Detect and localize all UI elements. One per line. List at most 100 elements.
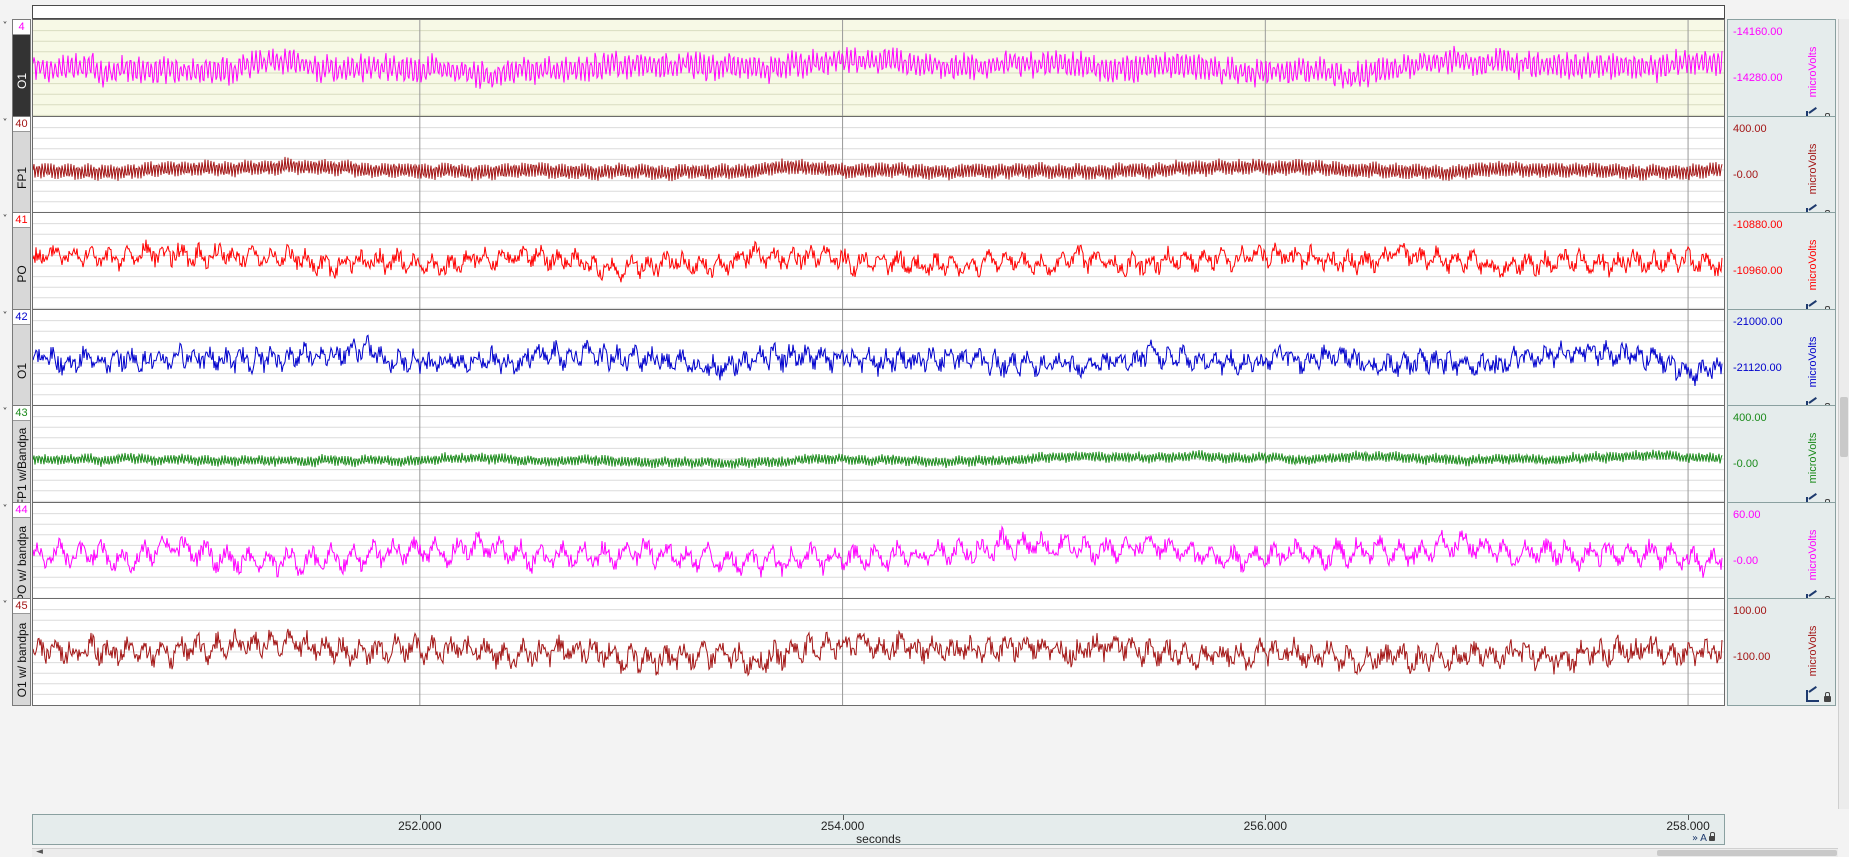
channel-number: 42 (13, 310, 30, 325)
collapse-chevron-icon[interactable]: ˅ (2, 118, 8, 129)
scale-bottom-value[interactable]: -21120.00 (1733, 362, 1782, 374)
scale-top-value[interactable]: -14160.00 (1733, 26, 1783, 38)
channel-plot[interactable] (32, 405, 1725, 513)
channel-number: 40 (13, 117, 30, 132)
channel-label[interactable]: 42 O1 (12, 309, 31, 417)
channel-label[interactable]: 43 FP1 w/Bandpa (12, 405, 31, 513)
time-tick-mark (419, 815, 421, 820)
channel-name: O1 w/ bandpa (14, 622, 29, 697)
channel-row: ˅ 40 FP1 400.00 -0.00 microVolts (0, 116, 1849, 224)
channel-plot[interactable] (32, 598, 1725, 706)
channel-number: 41 (13, 213, 30, 228)
channel-scale: 400.00 -0.00 microVolts (1727, 116, 1836, 224)
time-tick-mark (1688, 815, 1690, 820)
channel-row: ˅ 42 O1 -21000.00 -21120.00 microVolts (0, 309, 1849, 417)
waveform-trace (33, 334, 1723, 386)
scale-bottom-value[interactable]: -14280.00 (1733, 72, 1783, 84)
channel-number: 4 (13, 20, 30, 35)
channel-number: 43 (13, 406, 30, 421)
time-axis[interactable]: seconds 252.000 254.000 256.000 258.000 (32, 814, 1725, 846)
channel-number: 44 (13, 503, 30, 518)
fast-forward-icon[interactable]: » (1692, 832, 1699, 844)
channel-scale: -21000.00 -21120.00 microVolts (1727, 309, 1836, 417)
scale-bottom-value[interactable]: -100.00 (1733, 651, 1771, 663)
channel-plot[interactable] (32, 502, 1725, 610)
time-tick-label: 256.000 (1243, 819, 1288, 833)
scale-top-value[interactable]: -10880.00 (1733, 219, 1783, 231)
collapse-chevron-icon[interactable]: ˅ (2, 21, 8, 32)
autoscale-all-label[interactable]: A (1700, 832, 1707, 844)
scale-units-label: microVolts (1807, 239, 1819, 291)
channel-name: PO w/ bandpa (14, 525, 29, 602)
channel-name: FP1 w/Bandpa (14, 427, 29, 506)
channel-label[interactable]: 41 PO (12, 212, 31, 320)
channel-scale: -14160.00 -14280.00 microVolts (1727, 19, 1836, 127)
waveform-trace (33, 239, 1723, 283)
channel-plot[interactable] (32, 116, 1725, 224)
channel-label[interactable]: 44 PO w/ bandpa (12, 502, 31, 610)
channel-row: ˅ 4 O1 -14160.00 -14280.00 microVolts (0, 19, 1849, 127)
axis-lock-icon[interactable] (1708, 831, 1715, 841)
scale-top-value[interactable]: 400.00 (1733, 412, 1767, 424)
time-tick-mark (842, 815, 844, 820)
channel-name: O1 (14, 362, 29, 379)
waveform-canvas (33, 503, 1724, 609)
collapse-chevron-icon[interactable]: ˅ (2, 407, 8, 418)
waveform-canvas (33, 213, 1724, 319)
vertical-scrollbar[interactable] (1838, 19, 1849, 809)
scale-bottom-value[interactable]: -10960.00 (1733, 265, 1783, 277)
channel-scale: 400.00 -0.00 microVolts (1727, 405, 1836, 513)
channel-plot[interactable] (32, 212, 1725, 320)
waveform-canvas (33, 20, 1724, 126)
overview-strip[interactable] (32, 5, 1725, 19)
channel-row: ˅ 45 O1 w/ bandpa 100.00 -100.00 microVo… (0, 598, 1849, 706)
channel-plot[interactable] (32, 309, 1725, 417)
collapse-chevron-icon[interactable]: ˅ (2, 214, 8, 225)
horizontal-scroll-thumb[interactable] (1657, 850, 1837, 856)
channel-label[interactable]: 4 O1 (12, 19, 31, 127)
collapse-chevron-icon[interactable]: ˅ (2, 600, 8, 611)
waveform-trace (33, 628, 1723, 677)
vertical-scroll-thumb[interactable] (1840, 397, 1848, 457)
scale-top-value[interactable]: -21000.00 (1733, 316, 1783, 328)
waveform-canvas (33, 117, 1724, 223)
channel-name: O1 (14, 72, 29, 89)
waveform-trace (33, 45, 1723, 89)
axis-corner-controls[interactable]: » A (1692, 831, 1726, 844)
channel-row: ˅ 43 FP1 w/Bandpa 400.00 -0.00 microVolt… (0, 405, 1849, 513)
lock-icon[interactable] (1824, 692, 1831, 702)
time-tick-mark (1265, 815, 1267, 820)
collapse-chevron-icon[interactable]: ˅ (2, 311, 8, 322)
scale-bottom-value[interactable]: -0.00 (1733, 555, 1759, 567)
collapse-chevron-icon[interactable]: ˅ (2, 504, 8, 515)
waveform-trace (33, 449, 1723, 469)
channel-label[interactable]: 45 O1 w/ bandpa (12, 598, 31, 706)
scale-top-value[interactable]: 400.00 (1733, 123, 1767, 135)
channel-scale: -10880.00 -10960.00 microVolts (1727, 212, 1836, 320)
scale-units-label: microVolts (1807, 625, 1819, 677)
scale-units-label: microVolts (1807, 46, 1819, 98)
autoscale-icon[interactable] (1806, 690, 1819, 702)
scale-units-label: microVolts (1807, 432, 1819, 484)
channel-row: ˅ 41 PO -10880.00 -10960.00 microVolts (0, 212, 1849, 320)
scroll-left-icon[interactable]: ◄ (36, 847, 43, 857)
channel-name: FP1 (14, 166, 29, 189)
waveform-trace (33, 156, 1723, 182)
channel-name: PO (14, 264, 29, 283)
horizontal-scrollbar[interactable] (32, 848, 1838, 857)
waveform-canvas (33, 310, 1724, 416)
time-tick-label: 252.000 (398, 819, 442, 833)
scale-units-label: microVolts (1807, 336, 1819, 388)
time-tick-label: 258.000 (1666, 819, 1710, 833)
scale-units-label: microVolts (1807, 529, 1819, 581)
channel-label[interactable]: 40 FP1 (12, 116, 31, 224)
time-axis-unit: seconds (856, 832, 901, 846)
scale-top-value[interactable]: 60.00 (1733, 509, 1761, 521)
channel-scale: 100.00 -100.00 microVolts (1727, 598, 1836, 706)
scale-bottom-value[interactable]: -0.00 (1733, 458, 1759, 470)
waveform-canvas (33, 406, 1724, 512)
scale-bottom-value[interactable]: -0.00 (1733, 169, 1759, 181)
channel-plot[interactable] (32, 19, 1725, 127)
scale-top-value[interactable]: 100.00 (1733, 605, 1767, 617)
